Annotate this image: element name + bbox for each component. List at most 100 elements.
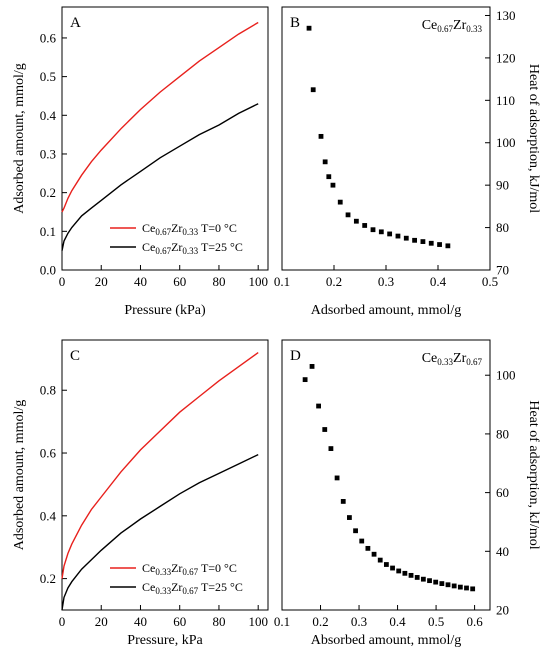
data-point [328,446,334,451]
data-point [390,565,395,571]
y-tick-label: 100 [496,368,516,383]
panel-letter: D [290,348,301,364]
composition-label: Ce0.67Zr0.33 [422,18,483,34]
composition-label: Ce0.33Zr0.67 [422,351,483,367]
x-tick-label: 0.6 [466,614,483,629]
data-point [396,568,402,574]
element-symbol: Ce [422,18,438,33]
series-line [61,453,259,611]
y-tick-label: 70 [496,263,509,278]
series-line [61,21,259,213]
element-symbol: Ce [422,351,438,366]
y-tick-label: 40 [496,544,509,559]
y-tick-label: 0.2 [40,185,56,200]
panel-c: 0 20 40 60 80 100 0.2 0.4 0.6 0.8 Pressure, kPa Ads… [12,339,269,648]
plot-frame [61,6,269,271]
x-axis-title: Adsorbed amount, mmol/g [311,303,462,318]
element-symbol: Zr [453,18,467,33]
subscript: 0.33 [182,246,198,256]
x-tick-label: 0 [59,274,66,289]
y-tick-label: 0.1 [40,224,56,239]
subscript: 0.67 [155,246,171,256]
subscript: 0.67 [182,586,198,596]
subscript: 0.33 [182,227,198,237]
data-point [464,585,469,591]
legend-series-name: T=25 °C [198,580,243,594]
data-point [334,475,340,481]
y-tick-label: 0.2 [40,571,56,586]
data-point [326,174,332,180]
y-axis-title: Adsorbed amount, mmol/g [12,63,27,214]
x-tick-label: 0.3 [351,614,367,629]
y-tick-label: 0.4 [40,108,57,123]
data-point [445,582,451,588]
data-point [316,403,321,409]
y-tick-label: 20 [496,603,509,618]
subscript: 0.33 [437,357,453,367]
data-point [420,576,426,582]
data-point [330,182,336,188]
data-point [370,227,376,233]
data-point [387,231,393,237]
panel-letter: A [70,15,81,31]
legend-label: Ce0.67Zr0.33 T=0 °C [142,221,237,237]
y-tick-label: 100 [496,135,516,150]
x-tick-label: 60 [173,614,186,629]
data-point [439,581,445,586]
data-point [347,515,352,520]
panel-d: 0.1 0.2 0.3 0.4 0.5 0.6 20 40 60 80 100 Absorbed am… [274,339,541,648]
element-symbol: Zr [453,351,467,366]
plot-frame [61,339,269,611]
data-point [318,133,324,139]
y-axis-title: Adsorbed amount, mmol/g [12,400,27,551]
panel-letter: C [70,348,80,364]
x-tick-label: 80 [212,614,225,629]
y-tick-label: 0.8 [40,383,56,398]
y-axis-title: Heat of adsorption, kJ/mol [526,64,541,213]
y-tick-label: 0.4 [40,508,57,523]
data-point [395,233,401,239]
element-symbol: Ce [142,561,155,575]
panel-a: 0 20 40 60 80 100 0.0 0.1 0.2 0.3 0.4 0.5 0.6 Pressur… [12,6,269,318]
data-point [306,25,312,31]
data-point [359,538,365,544]
y-tick-label: 0.6 [40,446,57,461]
y-tick-label: 60 [496,485,509,500]
subscript: 0.33 [155,586,171,596]
y-tick-label: 90 [496,178,509,193]
data-point [427,578,432,584]
data-point [414,575,420,580]
legend-series-name: T=25 °C [198,240,243,254]
y-tick-label: 130 [496,8,516,23]
x-tick-label: 0.2 [312,614,328,629]
data-point [378,229,384,235]
panel-letter: B [290,15,300,31]
y-tick-label: 120 [496,50,516,65]
data-point [371,551,377,557]
x-tick-label: 40 [134,274,147,289]
data-point [353,218,359,224]
series-line [61,352,259,579]
data-point [345,212,351,218]
x-axis-title: Pressure (kPa) [124,303,206,318]
data-point [310,87,316,93]
subscript: 0.67 [466,357,482,367]
data-point [322,427,328,432]
data-point [412,237,417,243]
x-axis-title: Pressure, kPa [127,633,203,648]
plot-frame [281,339,491,611]
x-tick-label: 0.1 [274,614,290,629]
subscript: 0.33 [466,24,482,34]
data-point [362,223,368,228]
data-point [433,579,439,585]
subscript: 0.67 [437,24,453,34]
y-axis-title: Heat of adsorption, kJ/mol [526,400,541,549]
element-symbol: Zr [171,561,182,575]
x-tick-label: 80 [212,274,225,289]
legend-label: Ce0.67Zr0.33 T=25 °C [142,240,243,256]
y-tick-label: 80 [496,426,509,441]
x-tick-label: 0 [59,614,66,629]
data-point [377,557,383,563]
x-tick-label: 0.4 [430,274,447,289]
